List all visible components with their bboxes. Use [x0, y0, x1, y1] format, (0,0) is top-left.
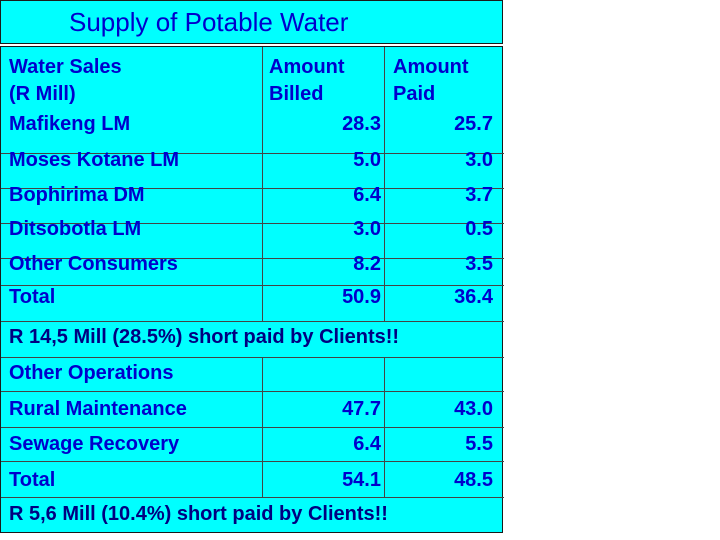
row-billed: 6.4 — [353, 184, 381, 206]
column-divider — [384, 357, 385, 497]
header-water-sales: Water Sales — [9, 56, 122, 78]
row-paid: 3.7 — [465, 184, 493, 206]
row-divider — [1, 427, 504, 428]
row-paid-total: 36.4 — [454, 286, 493, 308]
title-box: Supply of Potable Water — [0, 0, 503, 44]
row-paid: 3.0 — [465, 149, 493, 171]
row-name: Sewage Recovery — [9, 433, 180, 455]
row-paid: 5.5 — [465, 433, 493, 455]
row-divider — [1, 223, 504, 224]
row-divider — [1, 285, 504, 286]
row-billed-total: 54.1 — [342, 469, 381, 491]
header-amount-paid-2: Paid — [393, 83, 436, 105]
header-amount-paid-1: Amount — [393, 56, 469, 78]
row-name: Rural Maintenance — [9, 398, 187, 420]
row-billed: 8.2 — [353, 253, 381, 275]
row-paid-total: 48.5 — [454, 469, 493, 491]
header-r-mill: (R Mill) — [9, 83, 76, 105]
header-amount-billed-2: Billed — [269, 83, 324, 105]
row-billed: 47.7 — [342, 398, 381, 420]
row-name-total: Total — [9, 286, 56, 308]
row-name: Mafikeng LM — [9, 113, 131, 135]
row-divider — [1, 188, 504, 189]
row-billed-total: 50.9 — [342, 286, 381, 308]
row-billed: 5.0 — [353, 149, 381, 171]
header-amount-billed-1: Amount — [269, 56, 345, 78]
slide-title: Supply of Potable Water — [69, 7, 349, 37]
row-billed: 28.3 — [342, 113, 381, 135]
column-divider — [262, 357, 263, 497]
row-name: Bophirima DM — [9, 184, 145, 206]
row-divider — [1, 391, 504, 392]
column-divider — [384, 47, 385, 321]
column-divider — [262, 47, 263, 321]
section-divider — [1, 321, 504, 322]
row-name-total: Total — [9, 469, 56, 491]
row-paid: 3.5 — [465, 253, 493, 275]
row-name: Other Consumers — [9, 253, 178, 275]
row-billed: 6.4 — [353, 433, 381, 455]
row-divider — [1, 258, 504, 259]
row-name: Ditsobotla LM — [9, 218, 142, 240]
short-paid-note-other: R 5,6 Mill (10.4%) short paid by Clients… — [9, 503, 388, 525]
row-divider — [1, 497, 504, 498]
row-divider — [1, 461, 504, 462]
row-divider — [1, 153, 504, 154]
table-panel: Water Sales (R Mill) Amount Billed Amoun… — [0, 46, 504, 533]
row-billed: 3.0 — [353, 218, 381, 240]
row-divider — [1, 357, 504, 358]
short-paid-note-water: R 14,5 Mill (28.5%) short paid by Client… — [9, 326, 400, 348]
other-operations-header: Other Operations — [9, 362, 174, 384]
row-paid: 43.0 — [454, 398, 493, 420]
row-paid: 0.5 — [465, 218, 493, 240]
row-paid: 25.7 — [454, 113, 493, 135]
row-name: Moses Kotane LM — [9, 149, 180, 171]
